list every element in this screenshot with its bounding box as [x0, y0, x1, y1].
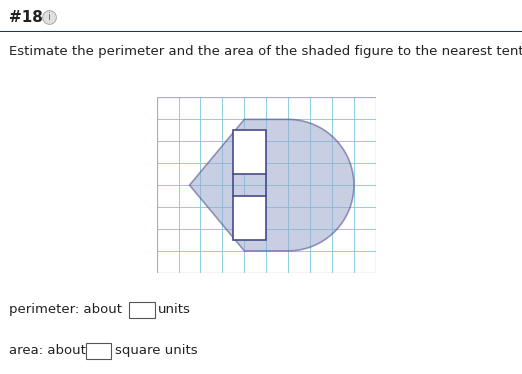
Polygon shape: [233, 196, 266, 240]
Text: Estimate the perimeter and the area of the shaded figure to the nearest tenth.: Estimate the perimeter and the area of t…: [9, 45, 522, 58]
Polygon shape: [233, 130, 266, 174]
Text: square units: square units: [115, 344, 197, 358]
Text: area: about: area: about: [9, 344, 86, 358]
Text: perimeter: about: perimeter: about: [9, 303, 122, 316]
Bar: [129, 301, 155, 318]
Polygon shape: [189, 119, 354, 251]
Text: i: i: [48, 12, 51, 22]
Text: #18: #18: [9, 10, 43, 25]
Text: units: units: [158, 303, 191, 316]
Bar: [86, 343, 111, 359]
